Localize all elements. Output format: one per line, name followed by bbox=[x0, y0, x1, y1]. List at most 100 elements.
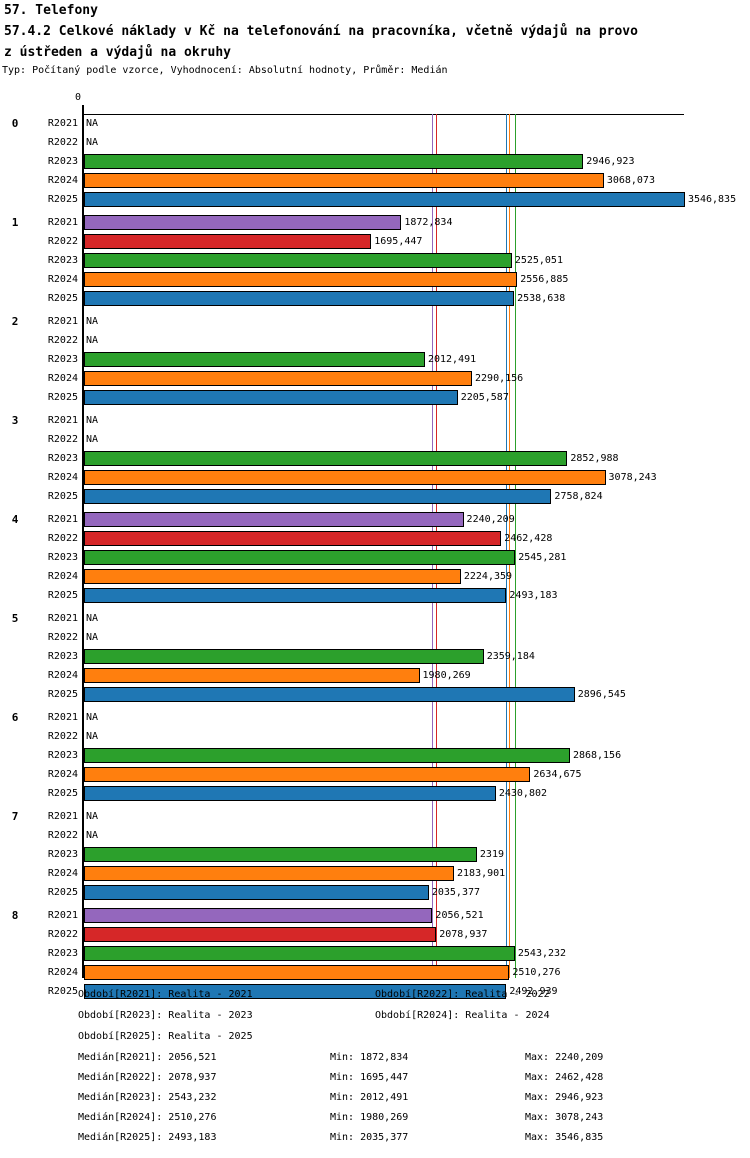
bar[interactable] bbox=[84, 192, 685, 207]
bar-row: R2023 2545,281 bbox=[0, 548, 750, 567]
bar[interactable] bbox=[84, 531, 502, 546]
bar[interactable] bbox=[84, 489, 552, 504]
median-line-r2024 bbox=[509, 114, 511, 978]
bar[interactable] bbox=[84, 588, 507, 603]
bar-row: R2025 2896,545 bbox=[0, 685, 750, 704]
bar[interactable] bbox=[84, 173, 604, 188]
bar-row-label: R2024 bbox=[47, 571, 78, 582]
bar[interactable] bbox=[84, 984, 507, 999]
bar[interactable] bbox=[84, 885, 429, 900]
group-index-label: 0 bbox=[11, 117, 19, 130]
bar-row-label: R2024 bbox=[47, 868, 78, 879]
bar[interactable] bbox=[84, 390, 458, 405]
legend-median-value: Medián[R2022]: 2078,937 bbox=[78, 1072, 217, 1083]
bar-row-label: R2024 bbox=[47, 967, 78, 978]
bar-value-label: 2462,428 bbox=[504, 533, 553, 544]
bar-row-label: R2025 bbox=[47, 689, 78, 700]
bar-group: 3 R2021 NA R2022 NA R2023 2852,988 R2024 3078,24… bbox=[0, 411, 750, 506]
median-line-r2021 bbox=[432, 114, 434, 978]
bar-value-label: 2493,183 bbox=[509, 590, 558, 601]
bar[interactable] bbox=[84, 470, 606, 485]
bar-value-label: 2896,545 bbox=[577, 689, 626, 700]
bar[interactable] bbox=[84, 649, 484, 664]
bar[interactable] bbox=[84, 550, 516, 565]
bar-row: R2023 2525,051 bbox=[0, 251, 750, 270]
bar[interactable] bbox=[84, 767, 531, 782]
bar-row: R2024 2290,156 bbox=[0, 369, 750, 388]
bar[interactable] bbox=[84, 569, 461, 584]
bar-row-label: R2023 bbox=[47, 453, 78, 464]
bar-row: R2022 2462,428 bbox=[0, 529, 750, 548]
median-line-r2025 bbox=[506, 114, 508, 978]
bar-row: R2025 2430,802 bbox=[0, 784, 750, 803]
bar-row-label: R2024 bbox=[47, 175, 78, 186]
bar-value-label: 1980,269 bbox=[422, 670, 471, 681]
bar[interactable] bbox=[84, 234, 372, 249]
bar-group: 7 R2021 NA R2022 NA R2023 2319 R2024 2183,901 R20… bbox=[0, 807, 750, 902]
bar-na-label: NA bbox=[86, 632, 99, 643]
group-index-label: 5 bbox=[11, 612, 19, 625]
bar[interactable] bbox=[84, 512, 464, 527]
bar[interactable] bbox=[84, 352, 425, 367]
bar-row: R2023 2868,156 bbox=[0, 746, 750, 765]
bar-row: 7 R2021 NA bbox=[0, 807, 750, 826]
bar[interactable] bbox=[84, 748, 570, 763]
legend-row: Období[R2025]: Realita - 2025 bbox=[0, 1030, 750, 1051]
legend-stat-row: Medián[R2021]: 2056,521 Min: 1872,834 Max:… bbox=[0, 1051, 750, 1071]
bar-value-label: 3068,073 bbox=[606, 175, 655, 186]
bar-row-label: R2021 bbox=[47, 217, 78, 228]
bar-row: 3 R2021 NA bbox=[0, 411, 750, 430]
bar[interactable] bbox=[84, 908, 433, 923]
bar-row-label: R2021 bbox=[47, 910, 78, 921]
bar-row: R2022 NA bbox=[0, 826, 750, 845]
bar-row-label: R2024 bbox=[47, 373, 78, 384]
legend-min-value: Min: 1872,834 bbox=[330, 1052, 409, 1063]
bar-row-label: R2022 bbox=[47, 731, 78, 742]
bar-row-label: R2023 bbox=[47, 750, 78, 761]
bar-row: R2022 2078,937 bbox=[0, 925, 750, 944]
bar[interactable] bbox=[84, 927, 437, 942]
bar-row-label: R2023 bbox=[47, 552, 78, 563]
bar-value-label: 2510,276 bbox=[512, 967, 561, 978]
median-line-r2023 bbox=[514, 114, 516, 978]
legend-median-value: Medián[R2023]: 2543,232 bbox=[78, 1092, 217, 1103]
bar[interactable] bbox=[84, 786, 496, 801]
bar[interactable] bbox=[84, 291, 515, 306]
bar-row: R2023 2319 bbox=[0, 845, 750, 864]
bar[interactable] bbox=[84, 371, 473, 386]
bar[interactable] bbox=[84, 451, 568, 466]
bar[interactable] bbox=[84, 215, 402, 230]
bar-row: R2024 2224,359 bbox=[0, 567, 750, 586]
bar-value-label: 1872,834 bbox=[404, 217, 453, 228]
bar[interactable] bbox=[84, 946, 515, 961]
bar[interactable] bbox=[84, 154, 584, 169]
bar-na-label: NA bbox=[86, 137, 99, 148]
bar-na-label: NA bbox=[86, 731, 99, 742]
bar-row-label: R2025 bbox=[47, 392, 78, 403]
bar[interactable] bbox=[84, 668, 420, 683]
bar-row-label: R2023 bbox=[47, 651, 78, 662]
plot-top-rule bbox=[82, 114, 684, 115]
bar-value-label: 2946,923 bbox=[586, 156, 635, 167]
bar-value-label: 2525,051 bbox=[514, 255, 563, 266]
bar[interactable] bbox=[84, 965, 510, 980]
bar-row: 1 R2021 1872,834 bbox=[0, 213, 750, 232]
bar-row: 4 R2021 2240,209 bbox=[0, 510, 750, 529]
bar[interactable] bbox=[84, 847, 477, 862]
bar-row: R2023 2852,988 bbox=[0, 449, 750, 468]
bar[interactable] bbox=[84, 272, 518, 287]
bar-row-label: R2022 bbox=[47, 830, 78, 841]
bar-group: 1 R2021 1872,834 R2022 1695,447 R2023 2525,051… bbox=[0, 213, 750, 308]
bar-row-label: R2025 bbox=[47, 491, 78, 502]
bar-row: R2025 2492,939 bbox=[0, 982, 750, 1001]
legend-max-value: Max: 2240,209 bbox=[525, 1052, 604, 1063]
group-index-label: 7 bbox=[11, 810, 19, 823]
bar[interactable] bbox=[84, 687, 575, 702]
bar-na-label: NA bbox=[86, 811, 99, 822]
bar[interactable] bbox=[84, 253, 512, 268]
bar[interactable] bbox=[84, 866, 455, 881]
bar-na-label: NA bbox=[86, 335, 99, 346]
bar-row-label: R2021 bbox=[47, 118, 78, 129]
legend-period-list: Období[R2021]: Realita - 2021 Období[R202… bbox=[0, 988, 750, 1051]
chart-title-line-2: z ústředen a výdajů na okruhy bbox=[4, 45, 231, 60]
